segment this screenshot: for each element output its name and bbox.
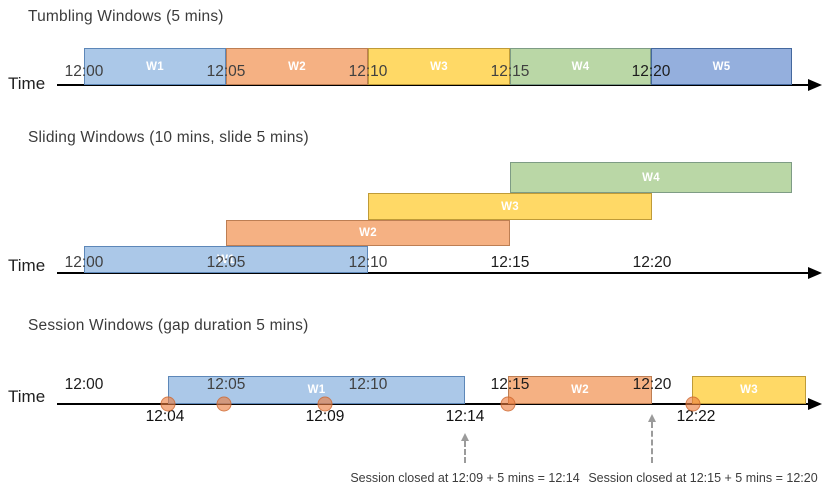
session-time-axis-label: Time [8, 387, 46, 406]
dashed-line [651, 422, 653, 463]
event-time-label: 12:22 [676, 408, 716, 425]
session-axis-arrowhead-icon [808, 398, 822, 410]
session-closed-arrow-icon [461, 433, 469, 463]
sliding-time-axis-label: Time [8, 256, 46, 275]
tumbling-section-title: Tumbling Windows (5 mins) [28, 8, 224, 25]
window-label: W1 [307, 384, 326, 396]
tumbling-time-axis-label: Time [8, 74, 46, 93]
event-time-label: 12:09 [305, 408, 345, 425]
event-time-label: 12:14 [445, 408, 485, 425]
tick-label: 12:20 [632, 254, 672, 271]
event-dot [216, 396, 232, 412]
window-label: W4 [571, 60, 590, 73]
tumbling-axis-line [57, 84, 810, 86]
tick-label: 12:20 [632, 376, 672, 393]
session-window-w3: W3 [692, 376, 806, 404]
sliding-window-w2: W2 [226, 220, 510, 246]
tumbling-axis-arrowhead-icon [808, 79, 822, 91]
arrowhead-up-icon [648, 414, 656, 422]
tick-label: 12:10 [348, 63, 388, 80]
window-label: W1 [146, 60, 164, 73]
event-dot [317, 396, 333, 412]
session-closed-note: Session closed at 12:09 + 5 mins = 12:14 [350, 471, 580, 485]
window-label: W3 [740, 384, 758, 396]
tick-label: 12:00 [64, 63, 104, 80]
event-dot [500, 396, 516, 412]
event-dot [160, 396, 176, 412]
tumbling-window-w4: W4 [510, 48, 651, 85]
session-closed-arrow-icon [648, 414, 656, 463]
window-label: W4 [642, 171, 660, 184]
window-label: W5 [712, 60, 731, 73]
tumbling-window-w2: W2 [226, 48, 368, 85]
window-label: W2 [571, 384, 589, 396]
window-label: W2 [359, 227, 377, 239]
tick-label: 12:00 [64, 254, 104, 271]
event-time-label: 12:04 [145, 408, 185, 425]
tick-label: 12:20 [631, 63, 671, 80]
tick-label: 12:10 [348, 376, 388, 393]
arrowhead-up-icon [461, 433, 469, 441]
sliding-axis-arrowhead-icon [808, 267, 822, 279]
sliding-window-w1: W1 [84, 246, 368, 273]
window-label: W2 [288, 60, 306, 73]
tick-label: 12:15 [490, 63, 530, 80]
tick-label: 12:05 [206, 63, 246, 80]
window-label: W1 [217, 253, 235, 266]
event-dot [685, 396, 701, 412]
sliding-window-w4: W4 [510, 162, 792, 193]
tumbling-window-w3: W3 [368, 48, 510, 85]
window-label: W3 [501, 200, 519, 213]
tumbling-window-w5: W5 [651, 48, 792, 85]
tick-label: 12:05 [206, 254, 246, 271]
session-window-w2: W2 [508, 376, 652, 404]
session-closed-note: Session closed at 12:15 + 5 mins = 12:20 [588, 471, 818, 485]
tick-label: 12:15 [490, 376, 530, 393]
session-section-title: Session Windows (gap duration 5 mins) [28, 317, 309, 334]
tick-label: 12:15 [490, 254, 530, 271]
tick-label: 12:05 [206, 376, 246, 393]
window-label: W3 [430, 60, 448, 73]
session-axis-line [57, 403, 810, 405]
tumbling-window-w1: W1 [84, 48, 226, 85]
sliding-axis-line [57, 272, 810, 274]
sliding-section-title: Sliding Windows (10 mins, slide 5 mins) [28, 129, 309, 146]
dashed-line [464, 441, 466, 463]
tick-label: 12:10 [348, 254, 388, 271]
sliding-window-w3: W3 [368, 193, 652, 220]
tick-label: 12:00 [64, 376, 104, 393]
